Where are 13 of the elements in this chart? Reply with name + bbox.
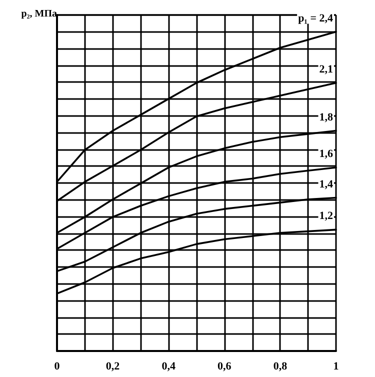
x-tick-label: 0,4 xyxy=(162,360,176,372)
x-tick-label: 0,2 xyxy=(106,360,120,372)
y-axis-title: p₂, МПа xyxy=(21,8,57,20)
x-tick-label: 0 xyxy=(54,360,60,372)
series-label: 1,8 xyxy=(319,111,334,124)
x-tick-label: 0,8 xyxy=(273,360,288,372)
x-tick-label: 1 xyxy=(333,360,339,372)
series-label: p₁ = 2,4 xyxy=(298,12,334,24)
series-label: 1,2 xyxy=(319,210,334,222)
series-label: 2,1 xyxy=(319,63,333,76)
series-label: 1,6 xyxy=(319,148,334,160)
x-tick-label: 0,6 xyxy=(218,360,232,372)
series-label: 1,4 xyxy=(319,178,334,190)
